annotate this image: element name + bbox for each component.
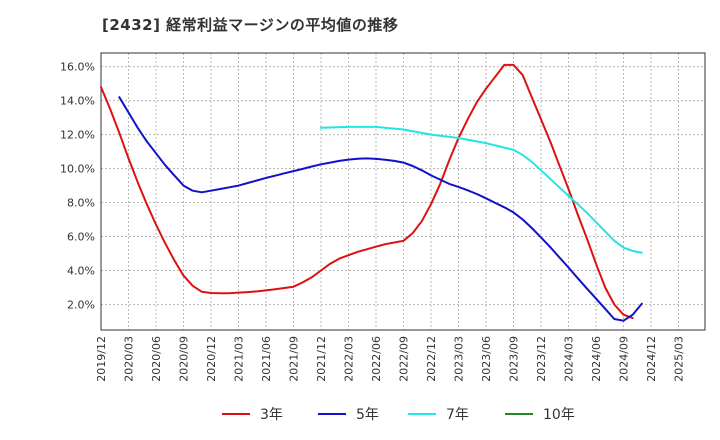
x-tick-label: 2021/06 [260,336,273,382]
x-tick-label: 2024/12 [645,336,658,382]
x-tick-label: 2024/09 [618,336,631,382]
x-tick-label: 2022/03 [343,336,356,382]
y-tick-label: 4.0% [67,265,95,278]
x-tick-label: 2023/03 [453,336,466,382]
y-tick-label: 14.0% [60,95,95,108]
x-tick-label: 2020/03 [123,336,136,382]
series-line-3年 [100,63,634,320]
y-tick-label: 8.0% [67,197,95,210]
legend-label-7年: 7年 [446,407,469,423]
x-tick-label: 2021/03 [233,336,246,382]
series-line-7年 [320,125,643,254]
x-tick-label: 2020/12 [205,336,218,382]
x-tick-label: 2025/03 [673,336,686,382]
x-tick-label: 2022/12 [425,336,438,382]
x-tick-label: 2021/09 [288,336,301,382]
x-tick-label: 2020/09 [178,336,191,382]
x-tick-label: 2022/09 [398,336,411,382]
y-tick-label: 6.0% [67,231,95,244]
y-tick-label: 12.0% [60,129,95,142]
x-tick-label: 2024/06 [590,336,603,382]
legend-label-3年: 3年 [260,407,283,423]
y-tick-label: 2.0% [67,299,95,312]
y-tick-label: 10.0% [60,163,95,176]
chart-title: [2432] 経常利益マージンの平均値の推移 [102,16,399,34]
x-tick-label: 2020/06 [150,336,163,382]
legend-label-5年: 5年 [356,407,379,423]
x-tick-label: 2024/03 [563,336,576,382]
x-tick-label: 2023/06 [480,336,493,382]
legend-label-10年: 10年 [543,407,575,423]
x-tick-label: 2023/09 [508,336,521,382]
plot-border [100,52,706,331]
x-tick-label: 2023/12 [535,336,548,382]
series-line-5年 [118,96,643,322]
y-tick-label: 16.0% [60,61,95,74]
x-tick-label: 2019/12 [95,336,108,382]
x-tick-label: 2021/12 [315,336,328,382]
x-tick-label: 2022/06 [370,336,383,382]
